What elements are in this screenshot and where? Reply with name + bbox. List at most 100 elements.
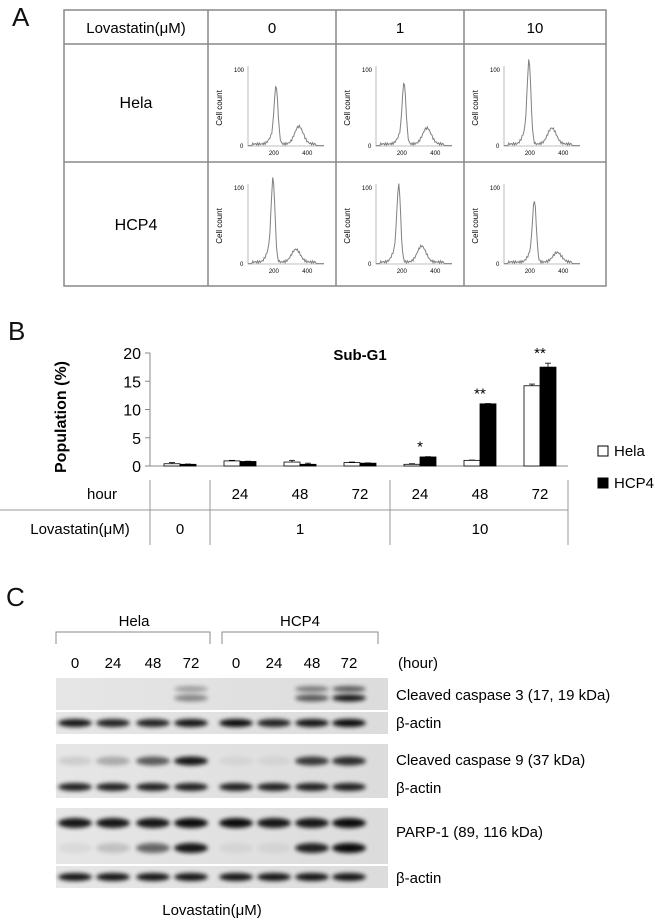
band [295,873,329,881]
band [219,843,253,853]
histogram-xtick-200: 200 [397,269,408,275]
bar-hela-0 [163,463,181,467]
band [136,873,170,881]
histogram-ytick-top: 100 [490,68,501,74]
significance-mark: * [417,439,423,456]
band [174,686,208,692]
histogram-ylabel: Cell count [471,207,480,243]
band [96,873,130,881]
histogram-ytick-top: 100 [234,186,245,192]
band [58,783,92,791]
blot-background [56,808,388,864]
hour-labels: 24 48 72 24 48 72 [232,486,549,503]
histogram-xtick-200: 200 [269,151,280,157]
bar-hcp4-0 [179,463,197,467]
histogram-trace [504,201,580,265]
histogram-trace [248,177,324,265]
histogram-ytick-top: 100 [362,186,373,192]
blot-label-1: β-actin [396,715,441,732]
western-blot-panel: Hela HCP4 0 24 48 72 0 24 48 72 (hour) Cleaved … [55,613,610,919]
group-hela: Hela [119,613,151,630]
band [257,719,291,727]
dose-0: 0 [176,521,184,538]
blot-strip-2 [56,744,388,776]
histogram-xtick-400: 400 [430,269,441,275]
band [332,843,366,853]
histogram-axes [503,184,580,265]
histogram-ylabel: Cell count [215,207,224,243]
histogram-axes [375,66,452,147]
bar-hela-5 [463,459,481,467]
band [136,818,170,828]
histogram-axes [503,66,580,147]
legend-hcp4: HCP4 [614,475,654,492]
band [332,756,366,766]
bar-hela-4 [403,463,421,467]
histogram-ytick-zero: 0 [240,262,244,268]
histogram-axes [375,184,452,265]
panel-a-table: Lovastatin(μM) 0 1 10 Hela HCP4 Cell cou… [63,9,607,287]
y-tick-label: 0 [132,459,141,476]
legend-swatch-hcp4 [597,477,609,489]
band [219,873,253,881]
histogram-ytick-zero: 0 [496,144,500,150]
band [257,783,291,791]
histogram-axes [247,66,324,147]
band [257,873,291,881]
band [174,694,208,702]
histogram-ylabel: Cell count [471,89,480,125]
band [332,694,366,702]
chart-title: Sub-G1 [333,347,386,364]
y-tick-label: 10 [123,403,141,420]
lane-2: 48 [145,655,162,672]
lane-5: 24 [266,655,283,672]
bar-hcp4-3 [359,462,377,467]
histogram-xtick-400: 400 [302,151,313,157]
histogram-xtick-200: 200 [525,151,536,157]
band [58,756,92,766]
bar-hcp4-6 [539,366,557,467]
hour-4: 48 [472,486,489,503]
histogram-ytick-zero: 0 [496,262,500,268]
band [96,783,130,791]
band [174,756,208,766]
band [295,783,329,791]
lane-7: 72 [341,655,358,672]
histogram-trace [376,82,452,147]
hour-3: 24 [412,486,429,503]
histogram-r0-c1: Cell count 100 0 200 400 [343,66,452,157]
histogram-trace [504,59,580,147]
histogram-ytick-top: 100 [362,68,373,74]
row-hcp4: HCP4 [115,217,158,234]
hour-unit: (hour) [398,655,438,672]
histogram-xtick-200: 200 [397,151,408,157]
band [219,783,253,791]
conc-10: 10 [527,20,544,37]
lane-4: 0 [232,655,240,672]
histogram-ytick-zero: 0 [368,144,372,150]
significance-mark: ** [534,345,546,362]
band [257,843,291,853]
lane-1: 24 [105,655,122,672]
histogram-r0-c0: Cell count 100 0 200 400 [215,66,324,157]
band [257,818,291,828]
hour-2: 72 [352,486,369,503]
band [174,843,208,853]
y-axis: 0 5 10 15 20 [123,346,568,476]
conc-0: 0 [268,20,276,37]
lovastatin-label-b: Lovastatin(μM) [30,521,130,538]
panel-a-letter: A [12,2,30,32]
band [332,873,366,881]
lane-3: 72 [183,655,200,672]
band [136,843,170,853]
hour-label: hour [87,486,117,503]
bar-hela-3 [343,462,361,467]
panel-b-letter: B [8,316,26,346]
band [295,756,329,766]
band [219,756,253,766]
band [58,843,92,853]
band [219,719,253,727]
lane-6: 48 [304,655,321,672]
bar-hela-1 [223,460,241,467]
